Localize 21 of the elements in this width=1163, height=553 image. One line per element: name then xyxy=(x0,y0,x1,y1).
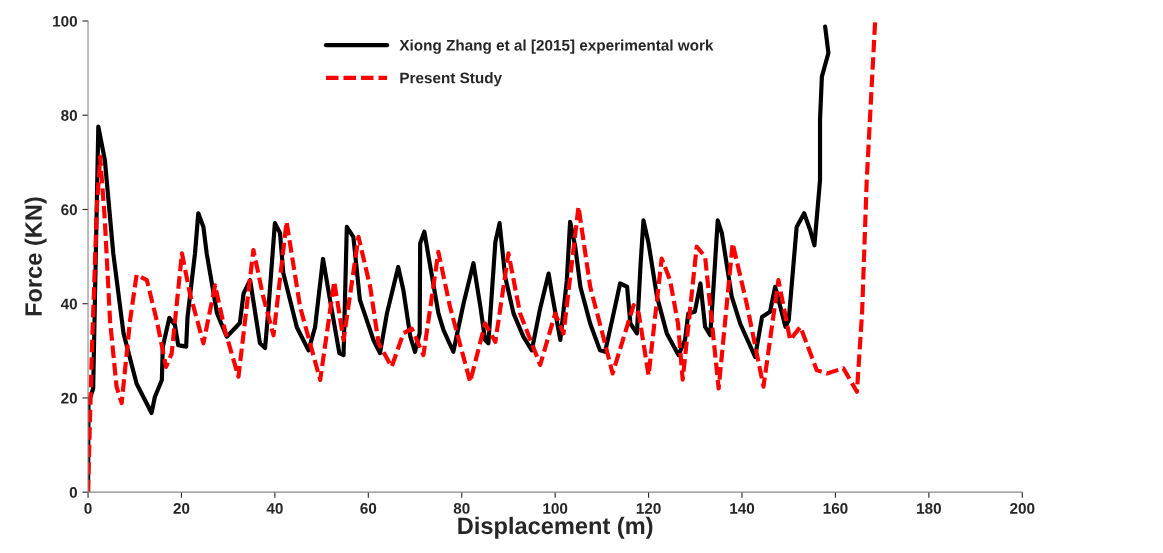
x-tick-label: 40 xyxy=(266,502,283,514)
x-tick-label: 120 xyxy=(636,502,661,514)
y-tick-label: 60 xyxy=(61,204,77,216)
x-tick-label: 160 xyxy=(823,502,848,514)
x-tick-label: 20 xyxy=(173,502,190,514)
y-tick-label: 100 xyxy=(53,15,77,27)
y-tick-label: 20 xyxy=(61,392,77,404)
x-tick-label: 100 xyxy=(543,502,568,514)
y-tick-label: 40 xyxy=(60,298,77,310)
x-tick-label: 80 xyxy=(453,502,470,514)
x-tick-label: 180 xyxy=(917,502,941,514)
legend-label: Present Study xyxy=(400,72,502,87)
x-tick-label: 0 xyxy=(84,502,92,514)
x-tick-label: 140 xyxy=(730,502,755,514)
y-tick-label: 80 xyxy=(61,110,77,121)
legend-label: Xiong Zhang et al [2015] experimental work xyxy=(399,39,714,54)
x-tick-label: 60 xyxy=(360,502,377,514)
y-axis-title: Force (KN) xyxy=(24,197,47,316)
y-tick-label: 0 xyxy=(69,487,77,498)
x-tick-label: 200 xyxy=(1010,502,1035,514)
x-axis-title: Displacement (m) xyxy=(458,516,653,539)
